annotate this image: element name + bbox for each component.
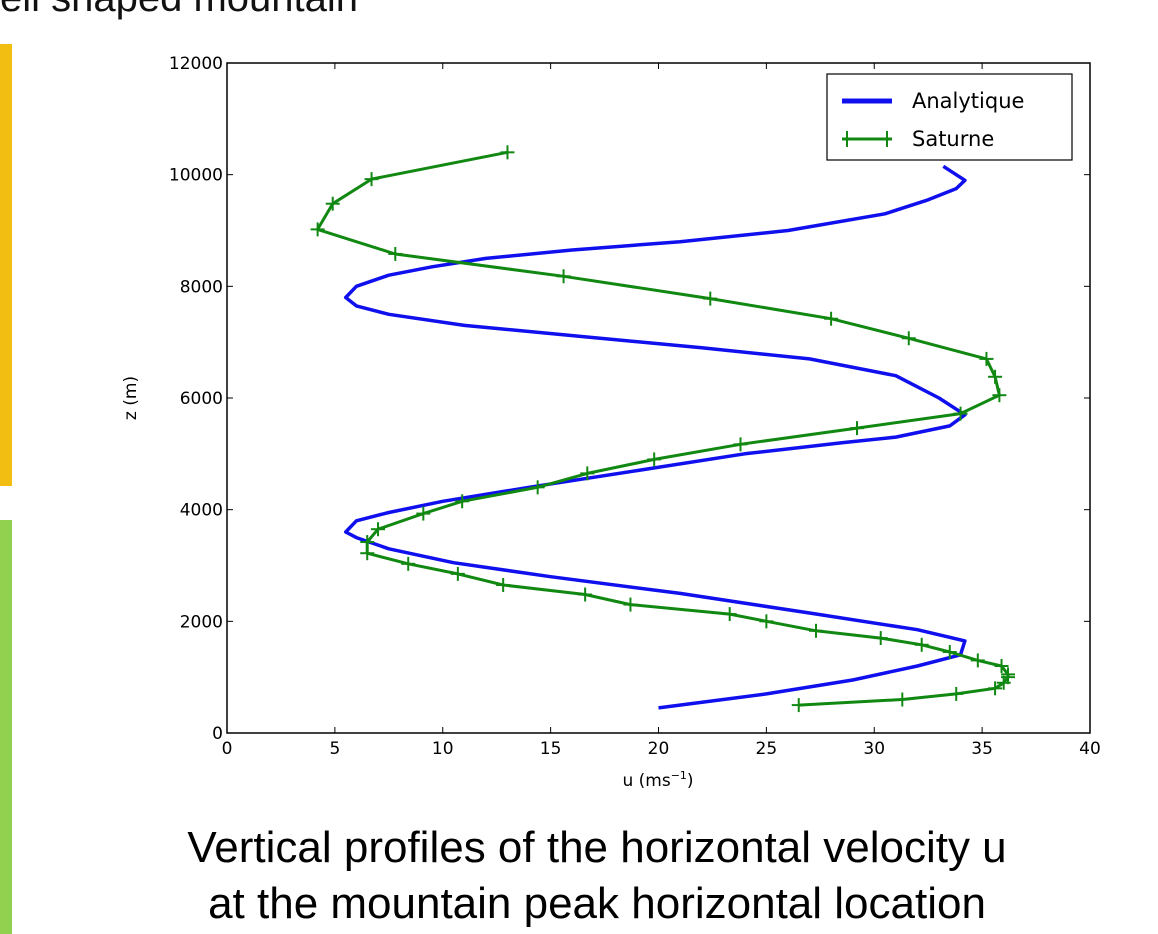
data-point-saturne: [808, 623, 823, 638]
x-tick-label: 35: [971, 739, 993, 759]
x-axis-label: u (ms−1): [622, 769, 693, 791]
y-tick-label: 10000: [169, 166, 223, 186]
x-axis-label-sup: −1: [671, 769, 687, 782]
caption-line-1: Vertical profiles of the horizontal velo…: [187, 823, 1007, 872]
x-axis-label-main: u (ms: [622, 771, 670, 791]
series-layer: [310, 145, 1016, 713]
data-point-saturne: [416, 506, 431, 521]
data-point-saturne: [759, 614, 774, 629]
x-axis-label-close: ): [687, 771, 694, 791]
data-point-saturne: [500, 145, 515, 160]
data-point-saturne: [992, 388, 1007, 403]
data-point-saturne: [360, 535, 375, 550]
accent-bar-green: [0, 520, 12, 934]
data-point-saturne: [722, 607, 737, 622]
y-tick-label: 2000: [180, 612, 223, 632]
data-point-saturne: [556, 269, 571, 284]
caption-line-2: at the mountain peak horizontal location: [208, 879, 986, 928]
series-line-analytique: [343, 164, 967, 710]
x-tick-label: 40: [1079, 739, 1101, 759]
legend-label-analytique: Analytique: [912, 89, 1024, 113]
data-point-saturne: [895, 692, 910, 707]
data-point-saturne: [325, 196, 340, 211]
x-tick-label: 20: [648, 739, 670, 759]
plot-area: [226, 62, 1091, 734]
data-point-saturne: [914, 637, 929, 652]
data-point-saturne: [901, 331, 916, 346]
velocity-profile-chart: 0 5 10 15 20 25 30 35 40 0 2000 4000 6000 8000 10000 12…: [121, 54, 1101, 791]
slide-title: ell shaped mountain: [0, 0, 358, 21]
data-point-saturne: [849, 421, 864, 436]
data-point-saturne: [988, 369, 1003, 384]
data-point-saturne: [970, 653, 985, 668]
y-tick-label: 0: [212, 724, 223, 744]
y-tick-label: 12000: [169, 54, 223, 74]
data-point-saturne: [733, 437, 748, 452]
data-point-saturne: [496, 578, 511, 593]
data-point-saturne: [388, 246, 403, 261]
data-point-saturne: [450, 566, 465, 581]
data-point-saturne: [824, 311, 839, 326]
legend-box: [826, 73, 1073, 161]
data-point-saturne: [703, 291, 718, 306]
y-tick-label: 6000: [180, 389, 223, 409]
accent-bar-yellow: [0, 44, 12, 486]
x-tick-label: 5: [329, 739, 340, 759]
data-point-saturne: [994, 659, 1009, 673]
data-point-saturne: [310, 222, 325, 237]
data-point-saturne: [988, 681, 1003, 696]
legend: Analytique Saturne: [826, 73, 1073, 161]
y-axis-label: z (m): [121, 376, 141, 420]
x-tick-label: 15: [540, 739, 562, 759]
legend-label-saturne: Saturne: [912, 127, 994, 151]
x-tick-label: 25: [756, 739, 778, 759]
data-point-saturne: [953, 406, 968, 421]
data-point-saturne: [530, 480, 545, 495]
data-point-saturne: [873, 631, 888, 646]
data-point-saturne: [979, 351, 994, 366]
axis-ticks: 0 5 10 15 20 25 30 35 40 0 2000 4000 6000 8000 10000 12…: [169, 54, 1101, 759]
data-point-saturne: [942, 645, 957, 660]
y-tick-label: 4000: [180, 501, 223, 521]
data-point-saturne: [578, 587, 593, 602]
x-tick-label: 0: [222, 739, 233, 759]
x-tick-label: 10: [432, 739, 454, 759]
data-point-saturne: [580, 466, 595, 481]
data-point-saturne: [949, 686, 964, 701]
data-point-saturne: [455, 494, 470, 509]
data-point-saturne: [647, 452, 662, 467]
y-tick-label: 8000: [180, 277, 223, 297]
data-point-saturne: [623, 597, 638, 612]
data-point-saturne: [791, 698, 806, 713]
data-point-saturne: [371, 522, 386, 537]
data-point-saturne: [364, 172, 379, 187]
data-point-saturne: [401, 556, 416, 571]
data-point-saturne: [1001, 667, 1016, 682]
x-tick-label: 30: [863, 739, 885, 759]
